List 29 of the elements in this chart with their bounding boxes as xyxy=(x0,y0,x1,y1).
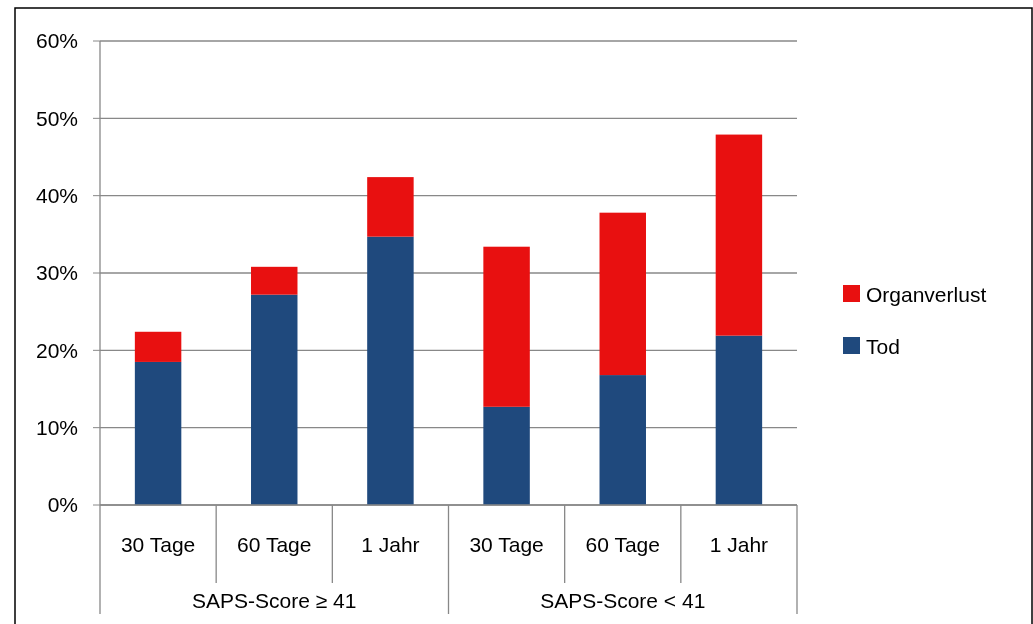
bar xyxy=(599,375,646,505)
x-tick-label: 1 Jahr xyxy=(361,533,420,557)
y-tick-label: 20% xyxy=(35,338,78,362)
legend-label: Organverlust xyxy=(866,283,987,307)
y-tick-label: 0% xyxy=(47,493,78,517)
y-tick-label: 30% xyxy=(35,261,78,285)
bar xyxy=(367,177,414,237)
bar xyxy=(251,294,298,505)
bar xyxy=(367,236,414,505)
x-tick-label: 60 Tage xyxy=(237,533,312,557)
bar xyxy=(599,212,646,376)
legend-label: Tod xyxy=(866,335,900,359)
bar xyxy=(483,406,530,505)
bar xyxy=(251,266,298,295)
y-tick-label: 10% xyxy=(35,416,78,440)
y-tick-label: 40% xyxy=(35,184,78,208)
bar xyxy=(715,335,763,505)
bar xyxy=(483,246,530,407)
x-tick-label: 30 Tage xyxy=(469,533,544,557)
bar xyxy=(715,134,763,336)
text: SAPS-Score ≥ 41 xyxy=(192,589,357,613)
x-tick-label: 30 Tage xyxy=(120,533,196,557)
x-tick-label: 1 Jahr xyxy=(709,533,769,557)
x-tick-label: 60 Tage xyxy=(585,533,660,557)
y-tick-label: 50% xyxy=(35,106,78,130)
bar xyxy=(134,331,182,362)
bar xyxy=(134,361,182,505)
text: SAPS-Score < 41 xyxy=(540,589,706,613)
y-tick-label: 60% xyxy=(35,29,78,53)
